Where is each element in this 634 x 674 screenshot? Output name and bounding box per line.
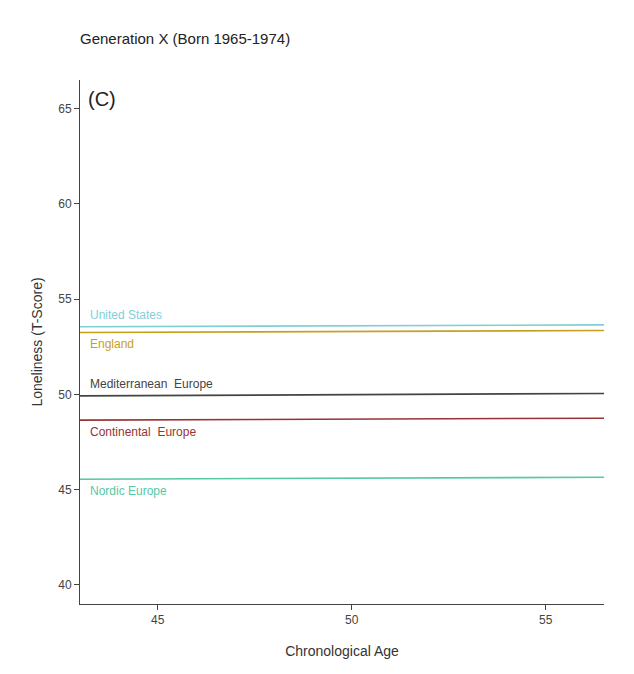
svg-text:Generation X (Born 1965-1974): Generation X (Born 1965-1974): [80, 30, 290, 47]
svg-text:65: 65: [58, 102, 72, 116]
svg-text:Mediterranean Europe: Mediterranean Europe: [90, 377, 213, 391]
svg-text:45: 45: [151, 613, 165, 627]
svg-text:Loneliness (T-Score): Loneliness (T-Score): [29, 277, 45, 406]
svg-text:50: 50: [345, 613, 359, 627]
svg-text:Nordic Europe: Nordic Europe: [90, 484, 167, 498]
svg-text:(C): (C): [88, 88, 116, 110]
svg-text:45: 45: [58, 483, 72, 497]
svg-text:40: 40: [58, 578, 72, 592]
svg-text:55: 55: [539, 613, 553, 627]
svg-text:United States: United States: [90, 308, 162, 322]
svg-text:50: 50: [58, 388, 72, 402]
svg-text:55: 55: [58, 292, 72, 306]
svg-text:England: England: [90, 337, 134, 351]
svg-text:Chronological Age: Chronological Age: [285, 643, 399, 659]
svg-text:Continental Europe: Continental Europe: [90, 425, 196, 439]
svg-text:60: 60: [58, 197, 72, 211]
